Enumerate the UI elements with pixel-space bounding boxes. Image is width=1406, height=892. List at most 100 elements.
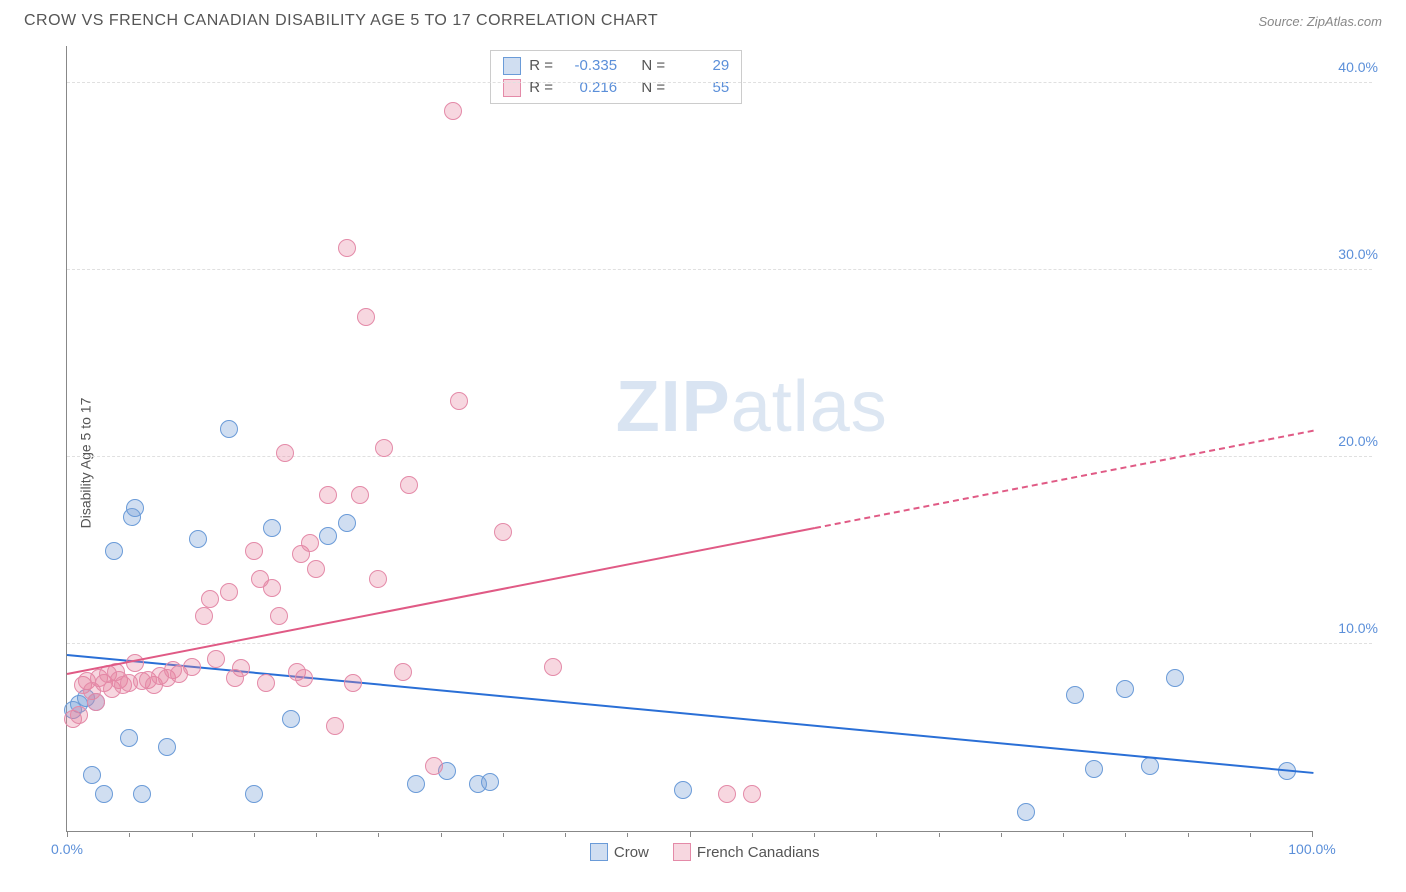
data-point [481, 773, 499, 791]
data-point [338, 514, 356, 532]
stats-row: R =-0.335 N =29 [503, 55, 729, 77]
stats-row: R =0.216 N =55 [503, 77, 729, 99]
y-tick-label: 10.0% [1338, 620, 1378, 636]
x-tick-minor [192, 833, 193, 837]
data-point [87, 693, 105, 711]
data-point [220, 420, 238, 438]
x-tick-minor [1188, 833, 1189, 837]
watermark: ZIPatlas [616, 366, 888, 448]
x-tick-label: 0.0% [51, 841, 83, 857]
gridline [67, 82, 1372, 83]
data-point [544, 658, 562, 676]
x-tick-label: 100.0% [1288, 841, 1335, 857]
legend-item: French Canadians [673, 843, 820, 861]
data-point [201, 590, 219, 608]
legend-item: Crow [590, 843, 649, 861]
y-tick-label: 20.0% [1338, 433, 1378, 449]
data-point [1166, 669, 1184, 687]
data-point [718, 785, 736, 803]
data-point [126, 499, 144, 517]
data-point [1017, 803, 1035, 821]
data-point [351, 486, 369, 504]
x-tick-minor [316, 833, 317, 837]
data-point [743, 785, 761, 803]
data-point [494, 523, 512, 541]
data-point [95, 785, 113, 803]
data-point [307, 560, 325, 578]
chart-title: CROW VS FRENCH CANADIAN DISABILITY AGE 5… [24, 12, 658, 30]
x-tick [67, 831, 68, 837]
x-tick-minor [876, 833, 877, 837]
data-point [394, 663, 412, 681]
data-point [375, 439, 393, 457]
data-point [245, 785, 263, 803]
x-tick-minor [1125, 833, 1126, 837]
bottom-legend: Crow French Canadians [590, 843, 820, 861]
data-point [183, 658, 201, 676]
data-point [207, 650, 225, 668]
data-point [276, 444, 294, 462]
data-point [263, 519, 281, 537]
x-tick [690, 831, 691, 837]
data-point [257, 674, 275, 692]
data-point [263, 579, 281, 597]
data-point [195, 607, 213, 625]
data-point [158, 738, 176, 756]
data-point [338, 239, 356, 257]
data-point [319, 527, 337, 545]
stats-legend: R =-0.335 N =29R =0.216 N =55 [490, 50, 742, 104]
x-tick-minor [1250, 833, 1251, 837]
x-tick [1312, 831, 1313, 837]
x-tick-minor [939, 833, 940, 837]
data-point [674, 781, 692, 799]
y-tick-label: 30.0% [1338, 246, 1378, 262]
data-point [407, 775, 425, 793]
data-point [133, 785, 151, 803]
data-point [270, 607, 288, 625]
y-tick-label: 40.0% [1338, 59, 1378, 75]
data-point [245, 542, 263, 560]
x-tick-minor [129, 833, 130, 837]
data-point [189, 530, 207, 548]
data-point [1085, 760, 1103, 778]
gridline [67, 643, 1372, 644]
data-point [319, 486, 337, 504]
x-tick-minor [814, 833, 815, 837]
source-label: Source: ZipAtlas.com [1258, 14, 1382, 29]
trend-line [67, 527, 815, 675]
chart-container: Disability Age 5 to 17 ZIPatlas R =-0.33… [24, 44, 1382, 882]
x-tick-minor [1063, 833, 1064, 837]
data-point [344, 674, 362, 692]
data-point [425, 757, 443, 775]
data-point [369, 570, 387, 588]
data-point [450, 392, 468, 410]
data-point [232, 659, 250, 677]
data-point [326, 717, 344, 735]
x-tick-minor [627, 833, 628, 837]
x-tick-minor [378, 833, 379, 837]
data-point [105, 542, 123, 560]
data-point [1066, 686, 1084, 704]
plot-area: ZIPatlas R =-0.335 N =29R =0.216 N =55 C… [66, 46, 1312, 832]
trend-line [67, 654, 1313, 774]
trend-line [814, 430, 1313, 529]
x-tick-minor [752, 833, 753, 837]
data-point [1141, 757, 1159, 775]
data-point [1116, 680, 1134, 698]
data-point [301, 534, 319, 552]
data-point [282, 710, 300, 728]
data-point [220, 583, 238, 601]
data-point [357, 308, 375, 326]
x-tick-minor [254, 833, 255, 837]
data-point [444, 102, 462, 120]
data-point [295, 669, 313, 687]
x-tick-minor [565, 833, 566, 837]
data-point [70, 706, 88, 724]
data-point [120, 729, 138, 747]
data-point [400, 476, 418, 494]
data-point [83, 766, 101, 784]
x-tick-minor [503, 833, 504, 837]
x-tick-minor [1001, 833, 1002, 837]
x-tick-minor [441, 833, 442, 837]
gridline [67, 269, 1372, 270]
